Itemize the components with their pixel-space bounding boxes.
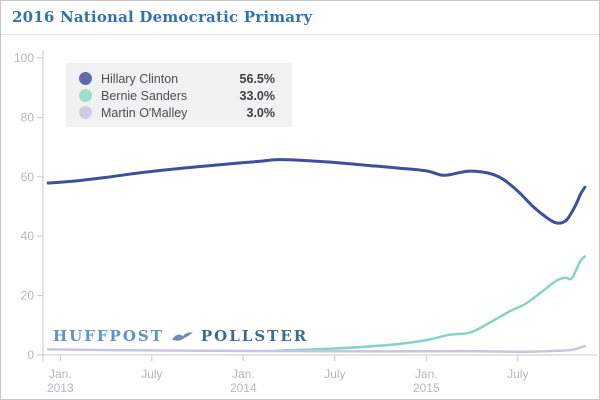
y-tick-label: 60 (21, 170, 35, 184)
title-divider (1, 34, 599, 35)
x-tick-label: July (141, 367, 162, 381)
legend-value: 33.0% (239, 88, 275, 103)
legend-value: 3.0% (246, 105, 276, 120)
legend-row-hillary-clinton[interactable]: Hillary Clinton 56.5% (66, 70, 292, 87)
legend-label: Bernie Sanders (101, 88, 188, 103)
x-tick-label: Jan. (415, 367, 438, 381)
y-tick-label: 40 (21, 229, 35, 243)
x-tick-year-label: 2013 (47, 381, 74, 395)
omalley-swatch-icon (79, 106, 92, 119)
legend: Hillary Clinton 56.5% Bernie Sanders 33.… (66, 63, 292, 127)
legend-label: Martin O'Malley (101, 105, 188, 120)
x-tick-label: July (324, 367, 345, 381)
trend-line-bernie-sanders (272, 255, 587, 353)
x-tick-label: Jan. (49, 367, 72, 381)
y-tick-label: 80 (21, 110, 35, 124)
trend-line-martin-o-malley (46, 344, 587, 353)
clinton-swatch-icon (79, 72, 92, 85)
legend-label: Hillary Clinton (101, 71, 179, 86)
x-tick-label: Jan. (232, 367, 255, 381)
legend-row-bernie-sanders[interactable]: Bernie Sanders 33.0% (66, 87, 292, 104)
legend-value: 56.5% (239, 71, 275, 86)
pollster-wordmark: POLLSTER (200, 327, 309, 345)
legend-row-martin-omalley[interactable]: Martin O'Malley 3.0% (66, 104, 292, 121)
y-tick-label: 20 (21, 289, 35, 303)
trend-line-hillary-clinton (46, 158, 587, 225)
chart-title: 2016 National Democratic Primary (12, 8, 313, 26)
pollster-bird-icon (171, 331, 193, 341)
y-tick-label: 0 (27, 348, 34, 362)
x-tick-year-label: 2015 (413, 381, 440, 395)
huffpost-wordmark: HUFFPOST (53, 327, 164, 345)
huffpost-pollster-logo[interactable]: HUFFPOST POLLSTER (53, 327, 308, 345)
y-tick-label: 100 (14, 51, 34, 65)
x-tick-label: July (507, 367, 528, 381)
x-tick-year-label: 2014 (230, 381, 257, 395)
sanders-swatch-icon (79, 89, 92, 102)
